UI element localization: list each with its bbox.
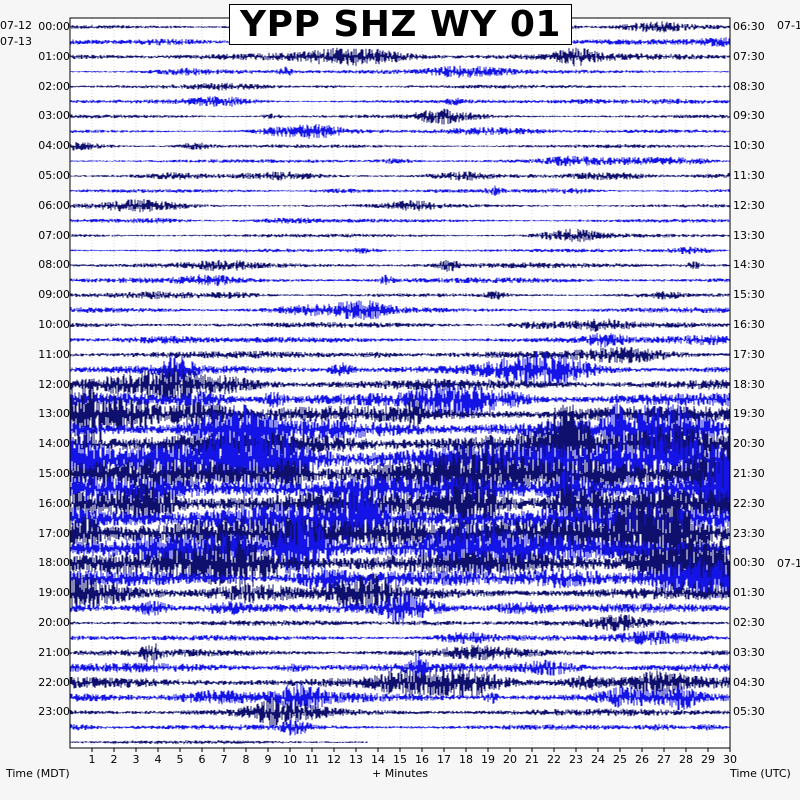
left-hour-label: 09:00 <box>38 288 70 302</box>
right-hour-label: 13:30 <box>733 228 765 242</box>
left-hour-label: 12:00 <box>38 377 70 391</box>
right-hour-label: 09:30 <box>733 109 765 123</box>
x-tick-label: 15 <box>393 753 407 766</box>
x-tick-label: 27 <box>657 753 671 766</box>
right-hour-label: 06:30 <box>733 20 765 33</box>
x-tick-label: 19 <box>481 753 495 766</box>
right-hour-label: 00:30 <box>733 556 765 570</box>
left-hour-label: 06:00 <box>38 198 70 212</box>
left-hour-label: 16:00 <box>38 496 70 510</box>
left-hour-label: 02:00 <box>38 79 70 93</box>
x-tick-label: 4 <box>154 753 162 766</box>
right-hour-label: 04:30 <box>733 675 765 689</box>
x-tick-label: 1 <box>88 753 96 766</box>
x-tick-label: 29 <box>701 753 715 766</box>
right-hour-label: 10:30 <box>733 139 765 153</box>
left-hour-label: 19:00 <box>38 586 70 600</box>
x-tick-label: 26 <box>635 753 649 766</box>
left-hour-label: 15:00 <box>38 467 70 480</box>
right-hour-label: 23:30 <box>733 526 765 540</box>
right-hour-label: 07:30 <box>733 49 765 63</box>
x-tick-label: 24 <box>591 753 605 766</box>
x-tick-label: 23 <box>569 753 583 766</box>
left-hour-label: 21:00 <box>38 645 70 659</box>
x-tick-label: 3 <box>132 753 140 766</box>
right-hour-label: 15:30 <box>733 288 765 302</box>
right-hour-label: 19:30 <box>733 407 765 421</box>
right-hour-label: 01:30 <box>733 586 765 600</box>
x-tick-label: 20 <box>503 753 517 766</box>
left-hour-label: 07:00 <box>38 228 70 242</box>
x-tick-label: 5 <box>176 753 184 766</box>
right-hour-label: 17:30 <box>733 347 765 361</box>
x-tick-label: 6 <box>198 753 206 766</box>
x-tick-label: 25 <box>613 753 627 766</box>
x-tick-label: 7 <box>220 753 228 766</box>
right-hour-label: 16:30 <box>733 318 765 331</box>
left-hour-label: 01:00 <box>38 49 70 63</box>
x-tick-label: 11 <box>305 753 319 766</box>
left-hour-label: 14:00 <box>38 437 70 451</box>
left-hour-label: 11:00 <box>38 347 70 361</box>
left-hour-label: 23:00 <box>38 705 70 719</box>
right-hour-label: 02:30 <box>733 616 765 629</box>
left-hour-label: 05:00 <box>38 169 70 182</box>
x-tick-label: 2 <box>110 753 118 766</box>
x-tick-label: 30 <box>723 753 737 766</box>
x-tick-label: 13 <box>349 753 363 766</box>
x-axis-ticks <box>91 748 731 752</box>
x-tick-label: 12 <box>327 753 341 766</box>
left-hour-label: 08:00 <box>38 258 70 272</box>
right-axis-label: Time (UTC) <box>730 767 791 780</box>
left-hour-label: 20:00 <box>38 616 70 629</box>
x-tick-label: 8 <box>242 753 250 766</box>
x-tick-label: 9 <box>264 753 272 766</box>
left-hour-label: 22:00 <box>38 675 70 689</box>
chart-title: YPP SHZ WY 01 <box>229 4 572 45</box>
right-hour-label: 21:30 <box>733 467 765 480</box>
left-hour-label: 00:00 <box>38 20 70 33</box>
left-hour-label: 10:00 <box>38 318 70 331</box>
left-hour-label: 17:00 <box>38 526 70 540</box>
x-tick-label: 10 <box>283 753 297 766</box>
left-hour-label: 04:00 <box>38 139 70 153</box>
left-hour-label: 18:00 <box>38 556 70 570</box>
right-hour-label: 03:30 <box>733 645 765 659</box>
x-axis-label: + Minutes <box>372 767 429 780</box>
left-hour-label: 03:00 <box>38 109 70 123</box>
x-tick-label: 16 <box>415 753 429 766</box>
right-date-label: 07-1 <box>777 557 800 570</box>
left-hour-label: 13:00 <box>38 407 70 421</box>
left-date-label: 07-13 <box>0 35 32 48</box>
x-tick-label: 17 <box>437 753 451 766</box>
right-hour-label: 11:30 <box>733 169 765 182</box>
right-hour-label: 12:30 <box>733 198 765 212</box>
left-axis-label: Time (MDT) <box>6 767 70 780</box>
left-date-label: 07-12 <box>0 19 32 32</box>
right-hour-label: 20:30 <box>733 437 765 451</box>
right-date-label: 07-1 <box>777 19 800 32</box>
right-hour-label: 22:30 <box>733 496 765 510</box>
x-tick-label: 14 <box>371 753 385 766</box>
x-tick-label: 21 <box>525 753 539 766</box>
right-hour-label: 18:30 <box>733 377 765 391</box>
x-tick-label: 28 <box>679 753 693 766</box>
x-tick-label: 22 <box>547 753 561 766</box>
right-hour-label: 08:30 <box>733 79 765 93</box>
right-hour-label: 14:30 <box>733 258 765 272</box>
right-hour-label: 05:30 <box>733 705 765 719</box>
x-tick-label: 18 <box>459 753 473 766</box>
